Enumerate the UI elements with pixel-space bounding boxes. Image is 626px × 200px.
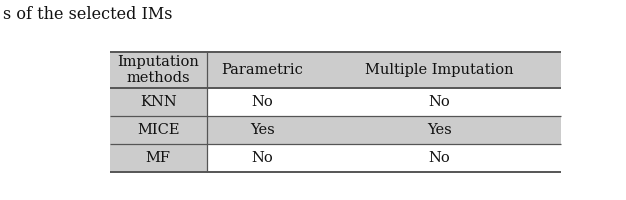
- Bar: [110, 52, 207, 88]
- Bar: [110, 144, 207, 172]
- Bar: [207, 52, 317, 88]
- Text: MICE: MICE: [137, 123, 180, 137]
- Bar: [317, 116, 561, 144]
- Text: MF: MF: [146, 151, 171, 165]
- Text: Imputation
methods: Imputation methods: [117, 55, 199, 85]
- Text: No: No: [428, 151, 450, 165]
- Bar: [207, 88, 317, 116]
- Text: Multiple Imputation: Multiple Imputation: [365, 63, 513, 77]
- Text: No: No: [251, 95, 273, 109]
- Text: Yes: Yes: [250, 123, 274, 137]
- Bar: [317, 144, 561, 172]
- Bar: [110, 116, 207, 144]
- Text: KNN: KNN: [140, 95, 177, 109]
- Bar: [317, 88, 561, 116]
- Bar: [317, 52, 561, 88]
- Text: s of the selected IMs: s of the selected IMs: [3, 6, 173, 23]
- Bar: [207, 144, 317, 172]
- Text: Yes: Yes: [427, 123, 451, 137]
- Text: No: No: [428, 95, 450, 109]
- Bar: [207, 116, 317, 144]
- Bar: [110, 88, 207, 116]
- Text: Parametric: Parametric: [221, 63, 303, 77]
- Text: No: No: [251, 151, 273, 165]
